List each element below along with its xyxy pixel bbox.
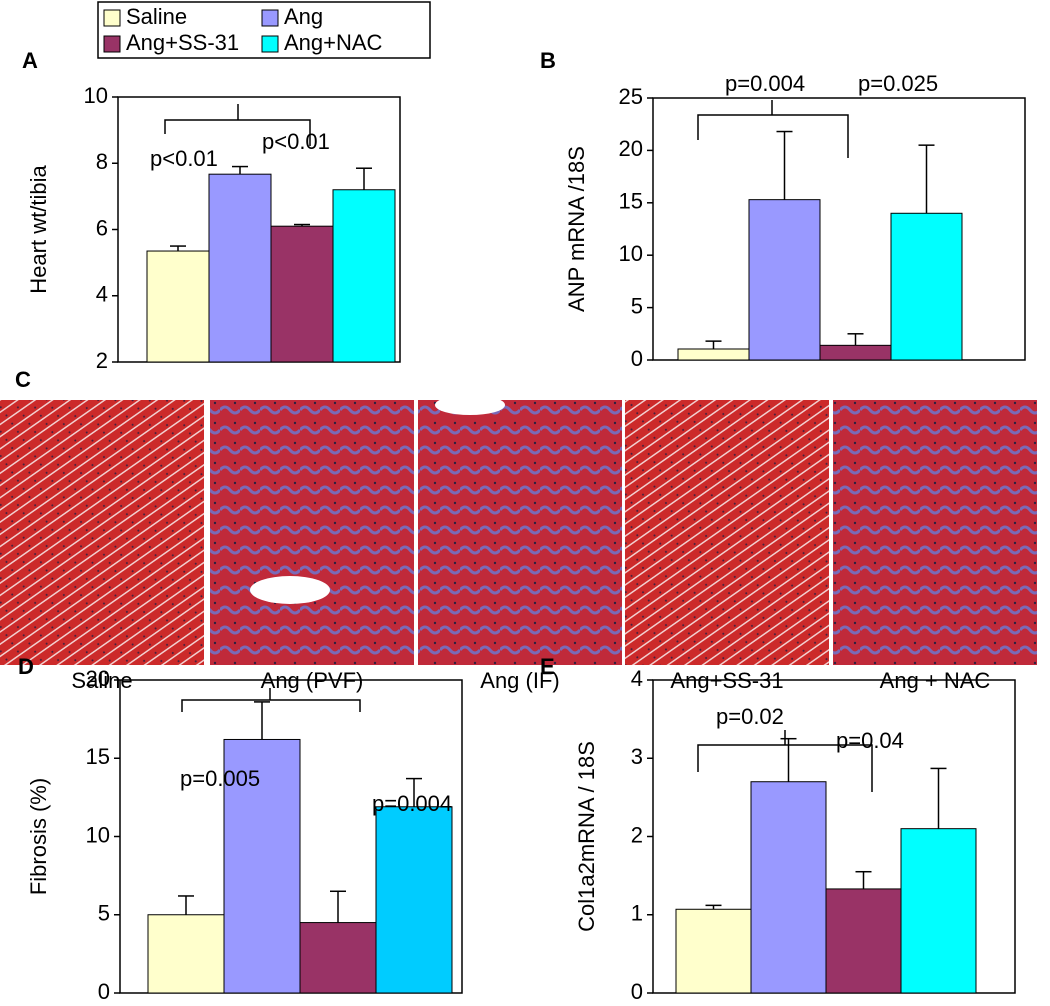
bar — [675, 908, 752, 994]
annotation: p=0.005 — [180, 766, 260, 791]
y-tick-label: 8 — [96, 149, 108, 174]
legend-label: Ang+NAC — [284, 30, 383, 55]
bar — [223, 738, 301, 994]
bar — [819, 344, 892, 361]
y-tick-label: 5 — [631, 293, 643, 318]
y-tick-label: 6 — [96, 215, 108, 240]
histology-image — [625, 400, 829, 665]
bar — [375, 806, 453, 994]
legend-label: Saline — [126, 4, 187, 29]
y-tick-label: 0 — [631, 346, 643, 371]
bar — [748, 199, 821, 361]
y-tick-label: 15 — [619, 189, 643, 214]
annotation: p=0.004 — [725, 71, 805, 96]
panel-letter: E — [540, 654, 555, 679]
y-tick-label: 10 — [619, 241, 643, 266]
significance-bracket — [697, 730, 873, 792]
image-caption: Ang (IF) — [480, 668, 559, 693]
histology-image — [418, 400, 622, 665]
y-tick-label: 4 — [96, 282, 108, 307]
significance-bracket — [181, 688, 361, 712]
histology-image — [833, 400, 1037, 665]
histology-image — [210, 400, 414, 665]
bar — [677, 348, 750, 361]
bar — [147, 914, 225, 994]
legend-swatch — [103, 9, 121, 27]
bar — [825, 888, 902, 994]
y-axis-label: Col1a2mRNA / 18S — [574, 741, 599, 932]
y-tick-label: 4 — [631, 666, 643, 691]
annotation: p<0.01 — [150, 146, 218, 171]
annotation: p=0.04 — [836, 728, 904, 753]
significance-bracket — [697, 100, 849, 158]
bar — [890, 212, 963, 361]
y-tick-label: 20 — [86, 666, 110, 691]
y-tick-label: 25 — [619, 84, 643, 109]
annotation: p<0.01 — [262, 129, 330, 154]
y-tick-label: 2 — [96, 348, 108, 373]
bar — [332, 189, 396, 363]
y-tick-label: 15 — [86, 744, 110, 769]
bar — [270, 225, 334, 363]
legend-swatch — [103, 35, 121, 53]
y-axis-label: Heart wt/tibia — [26, 165, 51, 294]
annotation: p=0.025 — [858, 71, 938, 96]
y-tick-label: 10 — [86, 822, 110, 847]
panel-letter: D — [18, 654, 34, 679]
annotation: p=0.004 — [372, 791, 452, 816]
legend-swatch — [261, 9, 279, 27]
y-tick-label: 0 — [631, 979, 643, 1004]
y-tick-label: 3 — [631, 744, 643, 769]
panel-letter: B — [540, 48, 556, 73]
y-axis-label: ANP mRNA /18S — [564, 146, 589, 312]
bar — [146, 250, 210, 363]
y-tick-label: 20 — [619, 136, 643, 161]
bar — [900, 828, 977, 994]
y-tick-label: 5 — [98, 901, 110, 926]
legend-label: Ang — [284, 4, 323, 29]
legend-label: Ang+SS-31 — [126, 30, 239, 55]
y-tick-label: 2 — [631, 822, 643, 847]
panel-letter: A — [22, 48, 38, 73]
bar — [208, 173, 272, 363]
vessel — [250, 576, 330, 604]
bar — [299, 922, 377, 994]
annotation: p=0.02 — [716, 704, 784, 729]
vessel — [435, 395, 505, 415]
y-tick-label: 0 — [98, 979, 110, 1004]
legend-swatch — [261, 35, 279, 53]
panel-letter: C — [15, 367, 31, 392]
bar — [750, 781, 827, 994]
y-tick-label: 1 — [631, 901, 643, 926]
significance-bracket — [164, 104, 311, 146]
y-axis-label: Fibrosis (%) — [26, 778, 51, 895]
plot-frame — [652, 97, 1026, 361]
histology-image — [0, 400, 204, 665]
y-tick-label: 10 — [84, 83, 108, 108]
